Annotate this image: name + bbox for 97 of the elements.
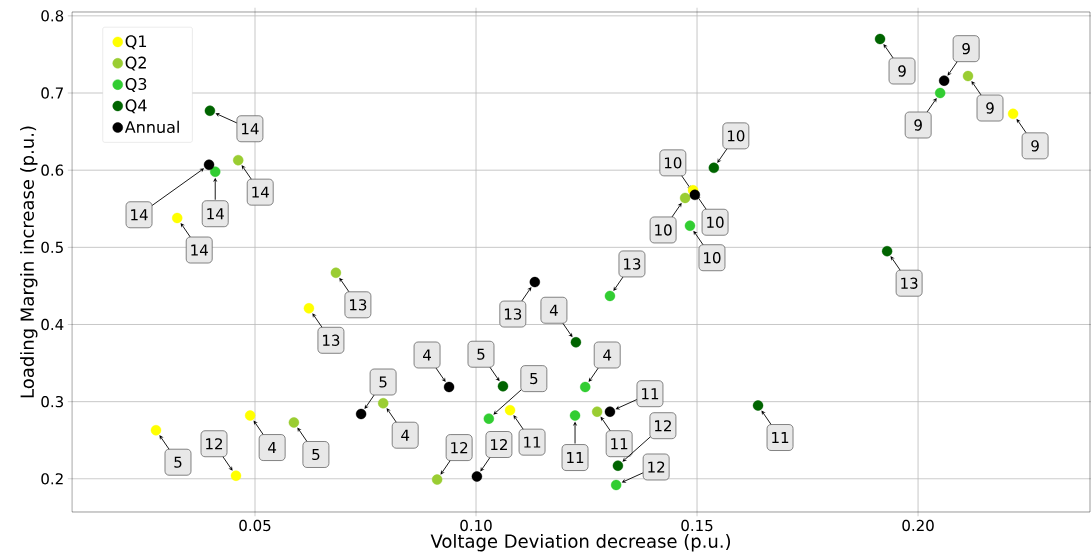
y-tick-label: 0.7 bbox=[41, 87, 63, 99]
point bbox=[938, 75, 950, 86]
annotation: 9 bbox=[986, 102, 994, 114]
point bbox=[204, 105, 216, 116]
point bbox=[679, 192, 691, 204]
point bbox=[471, 471, 483, 482]
annotation: 14 bbox=[191, 244, 208, 256]
annotation: 14 bbox=[131, 209, 148, 221]
x-tick-label: 0.15 bbox=[681, 519, 713, 532]
annotation: 14 bbox=[207, 208, 224, 220]
legend-label: Q1 bbox=[125, 35, 147, 50]
annotation: 5 bbox=[530, 373, 538, 385]
point bbox=[881, 246, 893, 257]
annotation: 13 bbox=[504, 308, 522, 320]
point bbox=[934, 87, 946, 99]
x-tick-label: 0.10 bbox=[460, 519, 492, 532]
y-axis-title: Loading Margin increase (p.u.) bbox=[20, 126, 38, 398]
point bbox=[610, 479, 622, 491]
annotation: 5 bbox=[379, 376, 387, 388]
point bbox=[443, 381, 455, 393]
annotation: 4 bbox=[401, 429, 410, 441]
legend-label: Q4 bbox=[125, 99, 147, 114]
legend-label: Q3 bbox=[125, 77, 147, 92]
point bbox=[708, 162, 720, 174]
annotation: 11 bbox=[611, 438, 628, 450]
annotation: 11 bbox=[524, 436, 541, 448]
annotation: 13 bbox=[624, 258, 641, 270]
y-tick-label: 0.4 bbox=[41, 318, 64, 331]
annotation: 5 bbox=[312, 448, 320, 461]
x-axis-title: Voltage Deviation decrease (p.u.) bbox=[430, 534, 731, 552]
y-tick-label: 0.6 bbox=[41, 164, 64, 176]
point bbox=[378, 398, 389, 409]
point bbox=[355, 408, 367, 420]
point bbox=[591, 406, 603, 417]
point bbox=[150, 425, 162, 436]
annotation: 14 bbox=[242, 123, 259, 135]
annotation: 11 bbox=[567, 452, 584, 464]
point bbox=[874, 33, 886, 45]
annotation: 10 bbox=[704, 252, 721, 264]
annotation: 11 bbox=[772, 432, 789, 443]
point bbox=[203, 159, 215, 170]
annotation: 4 bbox=[549, 304, 558, 316]
point bbox=[684, 220, 696, 231]
annotation: 10 bbox=[707, 216, 724, 228]
point bbox=[604, 406, 616, 417]
x-tick-label: 0.20 bbox=[902, 519, 934, 532]
point bbox=[529, 276, 541, 288]
annotation: 11 bbox=[642, 388, 659, 400]
point bbox=[752, 400, 764, 411]
annotation: 13 bbox=[350, 299, 367, 311]
annotation: 5 bbox=[477, 348, 485, 360]
point bbox=[570, 337, 582, 348]
point bbox=[497, 381, 509, 392]
point bbox=[1007, 108, 1019, 120]
point bbox=[612, 460, 624, 471]
point bbox=[210, 166, 221, 177]
annotation: 9 bbox=[1031, 140, 1039, 152]
annotation: 13 bbox=[323, 334, 340, 346]
annotation: 9 bbox=[898, 65, 906, 77]
annotation: 10 bbox=[727, 130, 745, 142]
annotation: 12 bbox=[655, 420, 671, 432]
x-tick-label: 0.05 bbox=[239, 519, 271, 532]
point bbox=[330, 267, 342, 278]
annotation: 14 bbox=[252, 186, 269, 198]
annotation: 10 bbox=[655, 224, 672, 236]
annotation: 12 bbox=[206, 438, 223, 450]
point bbox=[172, 212, 183, 224]
annotation: 13 bbox=[901, 277, 918, 289]
point bbox=[303, 303, 315, 314]
y-tick-label: 0.2 bbox=[41, 473, 63, 485]
y-tick-label: 0.5 bbox=[41, 241, 63, 254]
point bbox=[483, 413, 495, 424]
annotation: 12 bbox=[491, 438, 507, 451]
legend-label: Q2 bbox=[125, 56, 146, 71]
point bbox=[230, 470, 242, 481]
point bbox=[431, 474, 443, 485]
legend-label: Annual bbox=[124, 120, 179, 134]
annotation: 4 bbox=[268, 442, 277, 454]
point bbox=[288, 417, 300, 428]
y-tick-label: 0.3 bbox=[41, 395, 63, 408]
annotation: 9 bbox=[962, 42, 970, 55]
point bbox=[580, 381, 591, 393]
y-tick-label: 0.8 bbox=[41, 10, 64, 22]
annotation: 12 bbox=[451, 442, 468, 454]
point bbox=[233, 154, 244, 166]
annotation: 5 bbox=[174, 456, 182, 468]
annotation: 4 bbox=[603, 349, 612, 361]
point bbox=[244, 410, 256, 421]
point bbox=[569, 410, 581, 421]
point bbox=[504, 404, 516, 416]
point bbox=[604, 290, 616, 302]
annotation: 12 bbox=[648, 461, 665, 473]
annotation: 9 bbox=[914, 119, 922, 131]
annotation: 4 bbox=[423, 349, 431, 361]
point bbox=[689, 189, 701, 201]
point bbox=[962, 70, 974, 82]
annotation: 10 bbox=[664, 157, 682, 169]
